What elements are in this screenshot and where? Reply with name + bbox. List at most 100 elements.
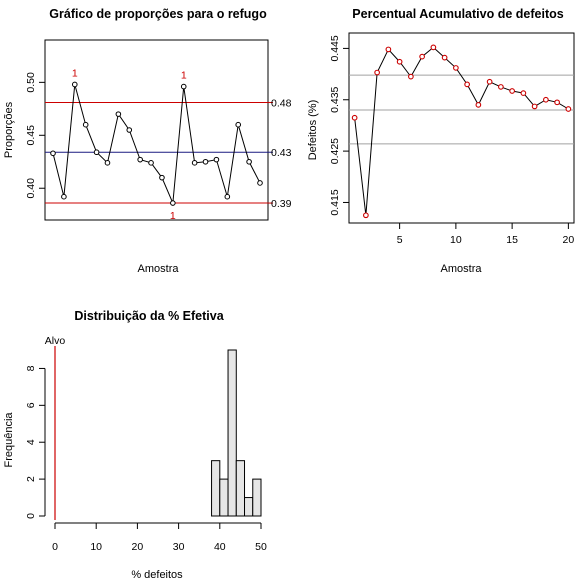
p-chart-y-axis: 0.40 0.45 0.50 <box>25 72 46 199</box>
histogram-x-tick-label: 10 <box>90 541 102 553</box>
p-chart-point <box>257 180 263 186</box>
cumulative-chart-point <box>363 212 369 219</box>
cumulative-chart-x-tick-label: 20 <box>563 234 575 246</box>
cumulative-chart-point <box>430 44 437 51</box>
cumulative-chart-point <box>509 88 515 94</box>
p-chart-title: Gráfico de proporções para o refugo <box>49 7 267 21</box>
cumulative-chart-y-tick-label: 0.415 <box>329 189 341 215</box>
cumulative-chart-y-tick-label: 0.425 <box>329 138 341 164</box>
p-chart-point <box>137 156 143 163</box>
p-chart-point <box>61 193 67 200</box>
p-chart-point <box>115 111 122 117</box>
cumulative-chart-y-axis-label: Defeitos (%) <box>307 100 319 161</box>
p-chart-x-axis-label: Amostra <box>138 263 180 275</box>
p-chart-point <box>82 121 89 128</box>
histogram-y-tick-label: 4 <box>25 439 37 445</box>
histogram-x-tick-label: 0 <box>52 541 58 553</box>
histogram-bar <box>244 497 254 517</box>
histogram-y-tick-label: 2 <box>25 476 37 482</box>
p-chart-line <box>52 84 261 204</box>
histogram-y-axis-label: Frequência <box>3 412 15 468</box>
cumulative-chart-point <box>565 106 572 112</box>
histogram-bars <box>211 349 262 517</box>
cumulative-chart-point <box>498 84 504 90</box>
histogram-bar <box>211 460 221 517</box>
cumulative-chart-y-tick-label: 0.445 <box>329 35 341 61</box>
cumulative-chart-x-tick-label: 10 <box>450 234 462 246</box>
p-chart-point <box>71 81 78 88</box>
histogram-x-tick-label: 20 <box>132 541 144 553</box>
cumulative-chart-line <box>354 46 569 216</box>
histogram-axes: 0 10 20 30 40 50 0 2 4 6 8 <box>25 365 267 553</box>
p-chart-point <box>159 174 165 181</box>
cumulative-chart-point <box>531 103 538 110</box>
p-chart-point <box>224 193 231 200</box>
histogram-target-label: Alvo <box>45 335 66 347</box>
histogram-x-tick-label: 40 <box>214 541 226 553</box>
cumulative-chart-reference-lines <box>349 74 574 145</box>
cumulative-chart-title: Percentual Acumulativo de defeitos <box>352 7 563 21</box>
p-chart-plot-frame <box>44 39 269 221</box>
cumulative-chart-point <box>351 114 358 121</box>
cumulative-chart-point <box>543 96 549 103</box>
histogram-bar <box>252 478 262 517</box>
p-chart-point <box>180 83 187 90</box>
p-chart-y-tick-label: 0.40 <box>25 178 37 199</box>
p-chart-series: 1 1 1 <box>50 67 263 222</box>
cumulative-chart-point <box>486 78 493 85</box>
p-chart-point <box>104 160 111 166</box>
cumulative-chart-point <box>385 46 392 53</box>
p-chart-point <box>170 200 176 206</box>
cumulative-chart-series <box>351 44 572 219</box>
histogram-y-tick-label: 0 <box>25 513 37 519</box>
histogram-x-axis-label: % defeitos <box>131 569 183 581</box>
p-chart-point <box>50 150 56 157</box>
histogram-bar <box>227 349 237 517</box>
histogram-x-tick-label: 50 <box>255 541 267 553</box>
p-chart-control-label: 0.48 <box>271 97 292 109</box>
cumulative-chart-point <box>453 65 459 71</box>
cumulative-chart-point <box>396 58 403 65</box>
cumulative-chart-point <box>374 69 380 76</box>
p-chart-y-tick-label: 0.45 <box>25 125 37 146</box>
histogram-bar <box>235 460 246 517</box>
cumulative-chart-point <box>554 99 560 106</box>
p-chart-point <box>191 160 198 166</box>
histogram-x-tick-label: 30 <box>173 541 185 553</box>
histogram-chart: Distribuição da % Efetiva % defeitos Fre… <box>3 309 267 581</box>
p-chart-control-label: 0.43 <box>271 147 292 159</box>
cumulative-chart-point <box>475 102 482 108</box>
p-chart-y-axis-label: Proporções <box>3 101 15 158</box>
p-chart-y-tick-label: 0.50 <box>25 72 37 93</box>
p-chart-violation-marker: 1 <box>181 70 187 82</box>
histogram-title: Distribuição da % Efetiva <box>74 309 224 323</box>
cumulative-chart-y-tick-label: 0.435 <box>329 86 341 112</box>
p-chart-point <box>235 121 242 128</box>
p-chart-point <box>213 156 220 163</box>
p-chart-control-lines: 0.48 0.43 0.39 <box>45 97 292 210</box>
p-chart-violation-marker: 1 <box>170 210 176 222</box>
histogram-target: Alvo <box>45 335 66 520</box>
cumulative-chart-point <box>441 54 448 61</box>
cumulative-chart-point <box>464 81 470 88</box>
p-chart-control-label: 0.39 <box>271 198 292 210</box>
p-chart-point <box>202 158 209 165</box>
cumulative-chart-axes: 5 10 15 20 0.415 0.425 0.435 0.445 <box>329 35 574 246</box>
cumulative-chart-point <box>520 90 527 96</box>
cumulative-chart-x-tick-label: 5 <box>397 234 403 246</box>
p-chart-violation-marker: 1 <box>72 67 78 79</box>
p-chart-point <box>246 158 252 165</box>
cumulative-chart-point <box>419 53 425 60</box>
p-chart-point <box>126 127 133 133</box>
p-chart-point <box>93 149 100 156</box>
p-chart-point <box>148 160 154 166</box>
histogram-y-tick-label: 8 <box>25 365 37 371</box>
cumulative-chart: Percentual Acumulativo de defeitos Amost… <box>307 7 575 275</box>
cumulative-chart-x-axis-label: Amostra <box>441 263 483 275</box>
histogram-y-tick-label: 6 <box>25 402 37 408</box>
cumulative-chart-x-tick-label: 15 <box>506 234 518 246</box>
histogram-bar <box>219 478 229 517</box>
p-chart: Gráfico de proporções para o refugo Amos… <box>3 7 292 275</box>
cumulative-chart-point <box>408 73 414 80</box>
